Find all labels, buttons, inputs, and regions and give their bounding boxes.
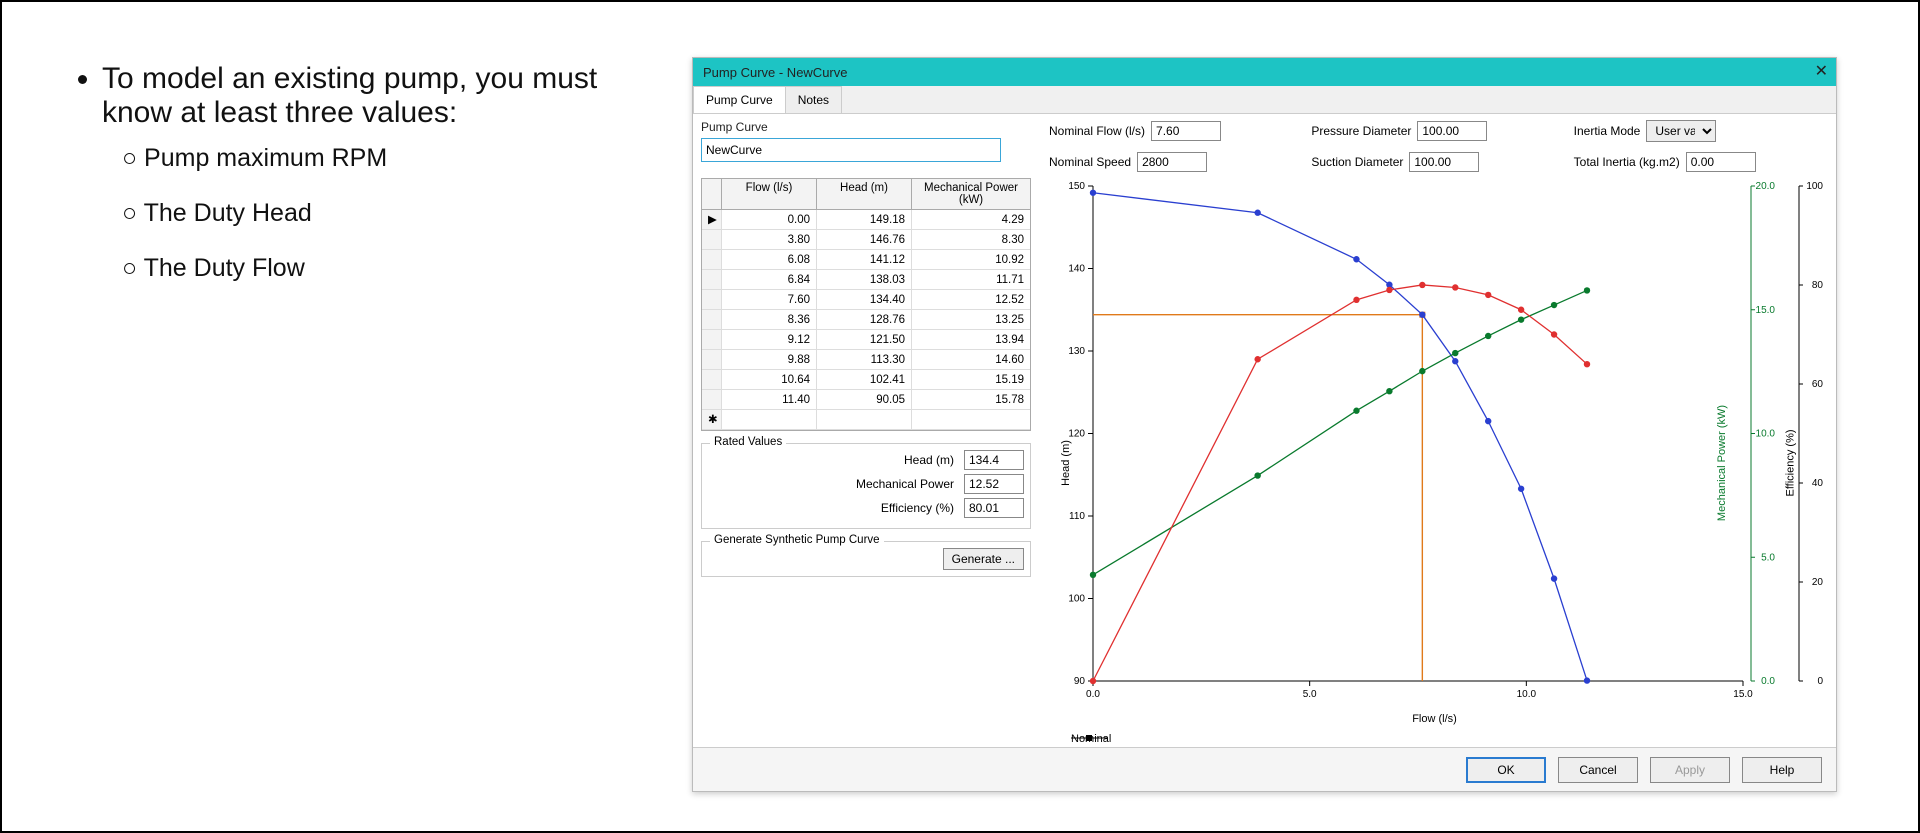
right-column: Nominal Flow (l/s) Pressure Diameter Ine…	[1041, 120, 1828, 747]
svg-text:140: 140	[1068, 264, 1085, 275]
dialog-footer: OK Cancel Apply Help	[693, 747, 1836, 791]
main-bullet-text: To model an existing pump, you must know…	[102, 62, 597, 129]
svg-text:90: 90	[1074, 676, 1086, 687]
pump-curve-dialog: Pump Curve - NewCurve ✕ Pump Curve Notes…	[692, 57, 1837, 792]
svg-text:10.0: 10.0	[1517, 689, 1537, 700]
dialog-titlebar[interactable]: Pump Curve - NewCurve ✕	[693, 58, 1836, 86]
svg-text:110: 110	[1069, 511, 1085, 522]
table-row[interactable]: 8.36128.7613.25	[702, 310, 1030, 330]
nominal-flow-input[interactable]	[1151, 121, 1221, 141]
tab-notes[interactable]: Notes	[785, 86, 842, 113]
main-bullet: To model an existing pump, you must know…	[102, 62, 612, 283]
nominal-speed-input[interactable]	[1137, 152, 1207, 172]
tabs: Pump Curve Notes	[693, 86, 1836, 114]
svg-text:100: 100	[1068, 594, 1085, 605]
svg-text:0.0: 0.0	[1761, 676, 1775, 687]
x-axis-label: Flow (l/s)	[1412, 713, 1457, 725]
legend-nominal: Nominal	[1071, 733, 1111, 745]
rated-legend: Rated Values	[710, 436, 786, 448]
tab-pump-curve[interactable]: Pump Curve	[693, 86, 786, 113]
svg-text:20.0: 20.0	[1756, 181, 1776, 192]
svg-text:0: 0	[1817, 676, 1823, 687]
table-row[interactable]: 9.88113.3014.60	[702, 350, 1030, 370]
table-row[interactable]: 6.08141.1210.92	[702, 250, 1030, 270]
suction-diameter-label: Suction Diameter	[1311, 155, 1403, 169]
table-row[interactable]: 6.84138.0311.71	[702, 270, 1030, 290]
nominal-speed-label: Nominal Speed	[1049, 155, 1131, 169]
svg-text:20: 20	[1812, 577, 1824, 588]
close-icon[interactable]: ✕	[1815, 61, 1828, 81]
table-row[interactable]: 7.60134.4012.52	[702, 290, 1030, 310]
cancel-button[interactable]: Cancel	[1558, 757, 1638, 783]
chart-svg: 0.0 5.0 10.0 15.0 90 100 110 120 130 140 150 0.0 5.0…	[1041, 178, 1831, 738]
rated-eff-input[interactable]	[964, 498, 1024, 518]
svg-text:60: 60	[1812, 379, 1824, 390]
dialog-title: Pump Curve - NewCurve	[703, 65, 848, 80]
table-row[interactable]: 10.64102.4115.19	[702, 370, 1030, 390]
total-inertia-label: Total Inertia (kg.m2)	[1574, 155, 1680, 169]
table-row[interactable]: ✱	[702, 410, 1030, 430]
pump-curve-chart: 0.0 5.0 10.0 15.0 90 100 110 120 130 140 150 0.0 5.0…	[1041, 178, 1828, 747]
suction-diameter-input[interactable]	[1409, 152, 1479, 172]
sub-bullet-list: Pump maximum RPM The Duty Head The Duty …	[122, 144, 612, 283]
rated-head-label: Head (m)	[904, 453, 954, 467]
table-row[interactable]: 11.4090.0515.78	[702, 390, 1030, 410]
svg-text:100: 100	[1806, 181, 1823, 192]
svg-text:15.0: 15.0	[1733, 689, 1753, 700]
rated-power-input[interactable]	[964, 474, 1024, 494]
curve-name-label: Pump Curve	[701, 120, 1041, 134]
table-row[interactable]: 9.12121.5013.94	[702, 330, 1030, 350]
curve-table[interactable]: Flow (l/s)Head (m)Mechanical Power (kW) …	[701, 178, 1031, 431]
total-inertia-input[interactable]	[1686, 152, 1756, 172]
svg-text:0.0: 0.0	[1086, 689, 1100, 700]
rated-values-group: Rated Values Head (m) Mechanical Power E…	[701, 443, 1031, 529]
table-row[interactable]: 3.80146.768.30	[702, 230, 1030, 250]
help-button[interactable]: Help	[1742, 757, 1822, 783]
curve-name-input[interactable]	[701, 138, 1001, 162]
rated-head-input[interactable]	[964, 450, 1024, 470]
svg-text:120: 120	[1068, 429, 1085, 440]
pressure-diameter-label: Pressure Diameter	[1311, 124, 1411, 138]
generate-button[interactable]: Generate ...	[943, 548, 1024, 570]
y-axis-eff-label: Efficiency (%)	[1784, 429, 1796, 496]
y-axis-power-label: Mechanical Power (kW)	[1716, 404, 1728, 520]
rated-eff-label: Efficiency (%)	[881, 501, 954, 515]
svg-text:40: 40	[1812, 478, 1824, 489]
pressure-diameter-input[interactable]	[1417, 121, 1487, 141]
slide-frame: To model an existing pump, you must know…	[0, 0, 1920, 833]
y-axis-head-label: Head (m)	[1060, 440, 1072, 486]
svg-text:150: 150	[1068, 181, 1085, 192]
ok-button[interactable]: OK	[1466, 757, 1546, 783]
nominal-flow-label: Nominal Flow (l/s)	[1049, 124, 1145, 138]
svg-text:80: 80	[1812, 280, 1824, 291]
params-grid: Nominal Flow (l/s) Pressure Diameter Ine…	[1041, 120, 1828, 172]
sub-bullet: The Duty Flow	[122, 254, 612, 283]
sub-bullet: Pump maximum RPM	[122, 144, 612, 173]
generate-legend: Generate Synthetic Pump Curve	[710, 534, 884, 546]
svg-text:5.0: 5.0	[1303, 689, 1317, 700]
generate-group: Generate Synthetic Pump Curve Generate .…	[701, 541, 1031, 577]
table-row[interactable]: ▶0.00149.184.29	[702, 210, 1030, 230]
dialog-body: Pump Curve Flow (l/s)Head (m)Mechanical …	[693, 114, 1836, 747]
slide-text: To model an existing pump, you must know…	[2, 2, 642, 831]
svg-text:10.0: 10.0	[1756, 429, 1776, 440]
inertia-mode-label: Inertia Mode	[1574, 124, 1641, 138]
svg-text:130: 130	[1068, 346, 1085, 357]
left-column: Pump Curve Flow (l/s)Head (m)Mechanical …	[701, 120, 1041, 747]
apply-button[interactable]: Apply	[1650, 757, 1730, 783]
svg-text:5.0: 5.0	[1761, 552, 1775, 563]
sub-bullet: The Duty Head	[122, 199, 612, 228]
rated-power-label: Mechanical Power	[856, 477, 954, 491]
inertia-mode-select[interactable]: User valu	[1646, 120, 1716, 142]
svg-text:15.0: 15.0	[1756, 305, 1776, 316]
